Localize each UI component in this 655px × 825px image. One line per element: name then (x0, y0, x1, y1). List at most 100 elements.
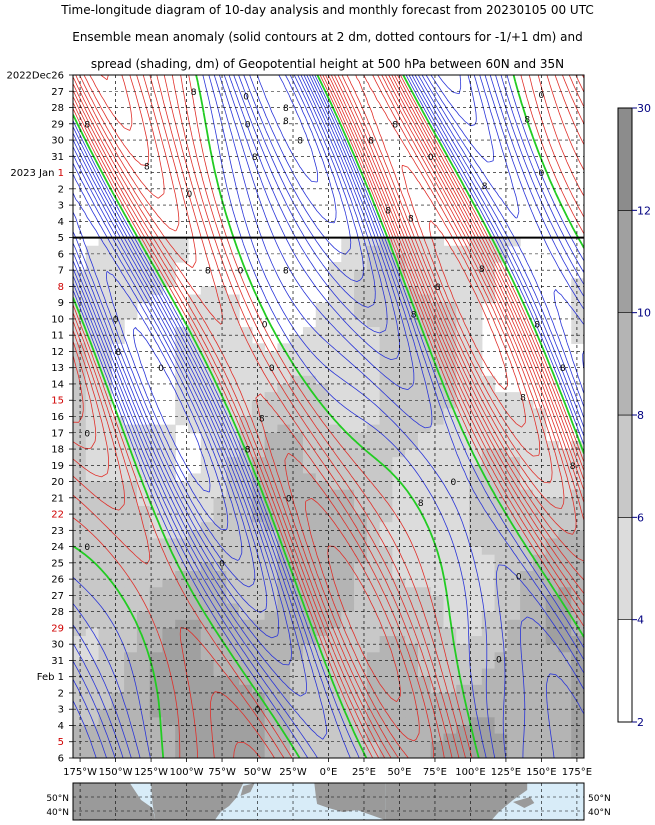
spread-cell (430, 262, 445, 271)
contour-label: 8 (418, 499, 424, 509)
spread-cell (302, 424, 317, 434)
spread-cell (430, 351, 445, 361)
spread-cell (558, 660, 572, 670)
spread-cell (417, 741, 432, 751)
spread-cell (149, 538, 164, 548)
spread-cell (124, 270, 138, 279)
spread-cell (520, 473, 534, 483)
spread-cell (494, 562, 508, 572)
spread-cell (226, 595, 240, 605)
spread-cell (545, 668, 560, 678)
spread-cell (558, 692, 572, 702)
spread-cell (341, 684, 355, 694)
spread-cell (379, 375, 393, 385)
spread-cell (545, 546, 560, 556)
spread-cell (213, 530, 227, 540)
spread-cell (405, 449, 419, 458)
spread-cell (136, 749, 151, 758)
spread-cell (73, 481, 87, 491)
spread-cell (187, 424, 202, 434)
y-tick-label: 2022Dec26 (6, 71, 64, 82)
spread-cell (545, 481, 560, 491)
spread-cell (162, 676, 176, 686)
spread-cell (507, 603, 521, 613)
spread-cell (315, 725, 330, 735)
spread-cell (494, 440, 508, 450)
spread-cell (558, 619, 572, 629)
spread-cell (417, 457, 432, 466)
spread-cell (532, 717, 547, 727)
spread-cell (98, 522, 112, 531)
spread-cell (175, 505, 189, 515)
spread-cell (443, 375, 457, 385)
spread-cell (443, 408, 457, 418)
spread-cell (200, 416, 215, 426)
spread-cell (162, 424, 176, 434)
spread-cell (302, 416, 317, 426)
spread-cell (302, 603, 317, 613)
spread-cell (456, 522, 470, 531)
spread-cell (354, 603, 368, 613)
spread-cell (315, 749, 330, 758)
spread-cell (124, 562, 138, 572)
spread-cell (277, 473, 291, 483)
spread-cell (507, 636, 521, 645)
spread-cell (302, 530, 317, 540)
spread-cell (175, 709, 189, 718)
spread-cell (481, 392, 496, 401)
spread-cell (456, 725, 470, 735)
spread-cell (226, 554, 240, 564)
spread-cell (417, 538, 432, 548)
spread-cell (366, 302, 381, 312)
spread-cell (341, 717, 355, 727)
spread-cell (405, 440, 419, 450)
spread-cell (417, 359, 432, 369)
spread-cell (558, 562, 572, 572)
spread-cell (341, 562, 355, 572)
spread-cell (149, 570, 164, 580)
spread-cell (315, 627, 330, 637)
spread-cell (290, 424, 304, 434)
y-tick-label: 7 (58, 266, 64, 277)
spread-cell (187, 749, 202, 758)
spread-cell (98, 741, 112, 751)
spread-cell (456, 676, 470, 686)
spread-cell (98, 692, 112, 702)
spread-cell (456, 652, 470, 662)
spread-cell (545, 611, 560, 621)
spread-cell (315, 636, 330, 645)
spread-cell (532, 652, 547, 662)
spread-cell (481, 473, 496, 483)
spread-cell (290, 367, 304, 377)
spread-cell (430, 725, 445, 735)
spread-cell (417, 318, 432, 328)
spread-cell (417, 579, 432, 588)
spread-cell (264, 424, 279, 434)
spread-cell (469, 367, 483, 377)
spread-cell (341, 408, 355, 418)
spread-cell (290, 383, 304, 393)
spread-cell (251, 383, 266, 393)
spread-cell (366, 652, 381, 662)
spread-cell (571, 546, 584, 556)
negative-contour (106, 75, 337, 531)
spread-cell (315, 562, 330, 572)
spread-cell (73, 530, 87, 540)
spread-cell (226, 302, 240, 312)
spread-cell (392, 668, 406, 678)
spread-cell (175, 627, 189, 637)
spread-cell (175, 253, 189, 263)
spread-cell (558, 449, 572, 458)
spread-cell (392, 489, 406, 499)
spread-cell (111, 619, 125, 629)
spread-cell (187, 416, 202, 426)
spread-cell (111, 579, 125, 588)
spread-cell (136, 595, 151, 605)
spread-cell (507, 709, 521, 718)
spread-cell (149, 701, 164, 710)
spread-cell (456, 262, 470, 271)
spread-cell (494, 554, 508, 564)
spread-cell (213, 652, 227, 662)
spread-cell (136, 701, 151, 710)
spread-cell (507, 538, 521, 548)
